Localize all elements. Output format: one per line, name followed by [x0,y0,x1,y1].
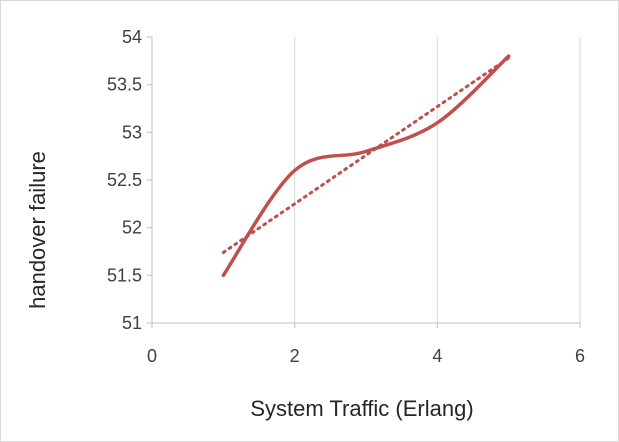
trendline [221,56,511,254]
x-tick-label: 6 [575,346,585,366]
y-tick-label: 53.5 [107,75,142,95]
series-layer [221,54,511,278]
y-tick-label: 51 [122,313,142,333]
x-tick-label: 2 [290,346,300,366]
grid-layer [294,37,581,323]
axis-layer [147,36,581,328]
y-axis-title: handover failure [25,151,50,309]
label-layer: 0 2 4 6 51 51.5 52 52.5 53 53.5 54 [107,27,585,366]
x-tick-label: 0 [147,346,157,366]
y-tick-label: 52 [122,218,142,238]
x-axis-title: System Traffic (Erlang) [250,396,473,421]
y-tick-label: 53 [122,122,142,142]
y-tick-label: 52.5 [107,170,142,190]
y-tick-label: 51.5 [107,265,142,285]
x-tick-label: 4 [432,346,442,366]
y-tick-label: 54 [122,27,142,47]
series-line [221,54,511,278]
